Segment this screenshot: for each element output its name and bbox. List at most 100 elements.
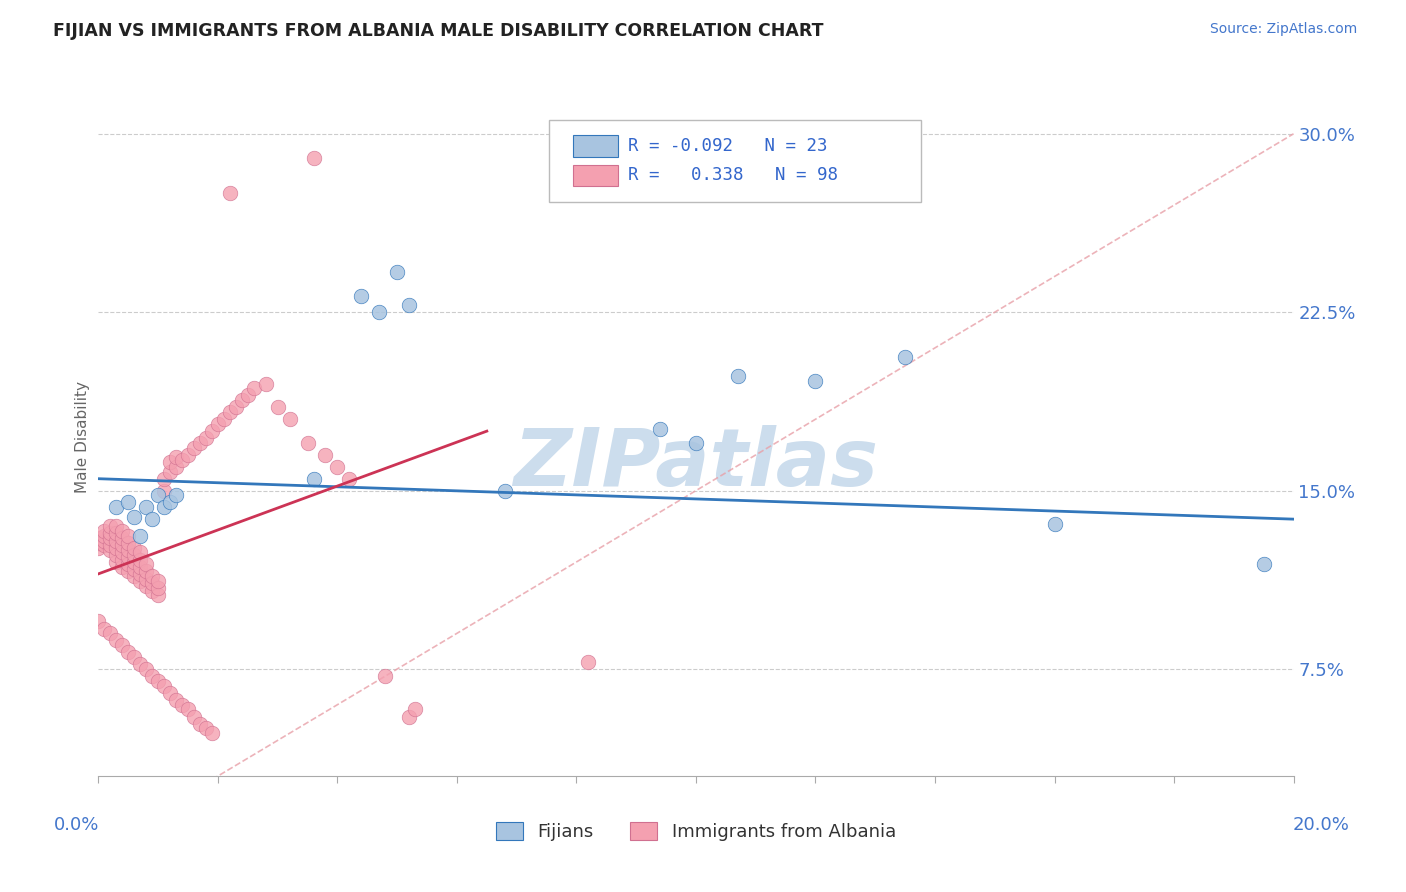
Point <box>243 381 266 395</box>
Point <box>105 519 128 533</box>
Point <box>153 500 176 515</box>
Point <box>350 288 373 302</box>
Point <box>177 448 200 462</box>
Point <box>117 543 139 558</box>
Point <box>183 709 205 723</box>
Point <box>385 265 409 279</box>
Point <box>87 536 110 550</box>
Bar <box>572 164 619 186</box>
Text: R = -0.092   N = 23: R = -0.092 N = 23 <box>628 137 827 155</box>
Point <box>165 450 187 465</box>
Point <box>124 569 146 583</box>
Point <box>117 558 139 572</box>
Point <box>105 548 128 562</box>
Point <box>117 645 139 659</box>
Point <box>159 455 181 469</box>
Text: R =   0.338   N = 98: R = 0.338 N = 98 <box>628 167 838 185</box>
Point <box>148 673 170 688</box>
Point <box>153 483 176 498</box>
Point <box>111 545 134 559</box>
Point <box>165 459 187 474</box>
Point <box>148 488 170 502</box>
Point <box>129 552 152 566</box>
Point <box>236 388 259 402</box>
Point <box>87 541 110 555</box>
Point <box>165 488 187 502</box>
Point <box>159 495 181 509</box>
Point <box>188 716 211 731</box>
Point <box>105 500 128 515</box>
Point <box>326 459 349 474</box>
Point <box>135 662 157 676</box>
Point <box>219 405 242 419</box>
Point <box>201 424 224 438</box>
Point <box>117 495 139 509</box>
Text: 20.0%: 20.0% <box>1294 816 1350 834</box>
Point <box>219 186 242 201</box>
Point <box>111 524 134 538</box>
Point <box>117 536 139 550</box>
Point <box>135 579 157 593</box>
Point <box>195 431 218 445</box>
Point <box>201 726 224 740</box>
Point <box>93 529 115 543</box>
Y-axis label: Male Disability: Male Disability <box>75 381 90 493</box>
Point <box>135 572 157 586</box>
Point <box>650 422 672 436</box>
Point <box>685 436 707 450</box>
Point <box>129 566 152 581</box>
Point <box>141 576 163 591</box>
Point <box>124 509 146 524</box>
Point <box>111 638 134 652</box>
Point <box>124 650 146 665</box>
Point <box>105 633 128 648</box>
Point <box>398 298 420 312</box>
Point <box>105 541 128 555</box>
Point <box>278 412 301 426</box>
Point <box>98 626 122 640</box>
Point <box>87 531 110 545</box>
Legend: Fijians, Immigrants from Albania: Fijians, Immigrants from Albania <box>489 814 903 848</box>
Point <box>105 526 128 541</box>
Point <box>195 722 218 736</box>
Point <box>111 559 134 574</box>
Point <box>148 588 170 602</box>
Point <box>129 559 152 574</box>
Point <box>141 669 163 683</box>
Point <box>727 369 749 384</box>
Point <box>368 305 391 319</box>
Point <box>135 565 157 579</box>
Point <box>148 581 170 595</box>
Point <box>398 709 420 723</box>
Point <box>141 512 163 526</box>
Point <box>98 543 122 558</box>
Point <box>98 519 122 533</box>
Point <box>98 538 122 552</box>
Point <box>1043 516 1066 531</box>
Point <box>111 538 134 552</box>
Point <box>111 552 134 566</box>
Point <box>159 465 181 479</box>
Text: ZIPatlas: ZIPatlas <box>513 425 879 503</box>
Point <box>93 533 115 548</box>
Point <box>148 574 170 588</box>
Point <box>98 531 122 545</box>
Point <box>374 669 396 683</box>
Point <box>894 351 917 365</box>
Point <box>207 417 229 431</box>
Point <box>124 541 146 555</box>
FancyBboxPatch shape <box>548 120 921 202</box>
Point <box>188 436 211 450</box>
Point <box>254 376 277 391</box>
Point <box>165 693 187 707</box>
Point <box>117 529 139 543</box>
Point <box>267 401 290 415</box>
Point <box>183 441 205 455</box>
Point <box>105 555 128 569</box>
Point <box>177 702 200 716</box>
Point <box>225 401 247 415</box>
Point <box>153 679 176 693</box>
Point <box>93 622 115 636</box>
Point <box>172 452 194 467</box>
Point <box>153 472 176 486</box>
